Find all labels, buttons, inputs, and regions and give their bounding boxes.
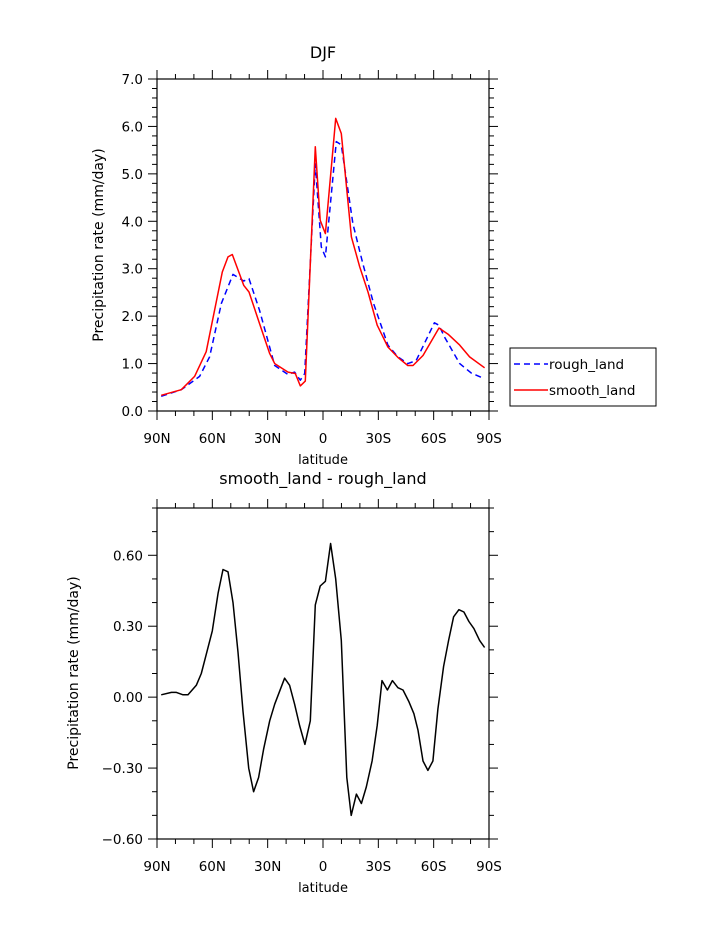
chart2-ytick-label: 0.30 [113,619,143,635]
chart1-ytick-label: 5.0 [122,167,143,183]
chart1-ytick-label: 2.0 [122,309,143,325]
legend-box [509,347,657,407]
chart1-ytick-label: 4.0 [122,214,143,230]
chart1-xtick-label: 60N [199,431,226,447]
chart1-ytick-label: 6.0 [122,119,143,135]
chart1-xtick-label: 90S [476,431,502,447]
chart1-series-smooth-land [160,117,486,397]
chart2-xlabel: latitude [298,881,348,896]
legend-label-rough-land: rough_land [549,357,624,373]
chart1-xtick-label: 90N [143,431,170,447]
chart1-xtick-label: 30N [254,431,281,447]
chart2-frame [156,507,490,840]
chart2-xtick-label: 30N [254,859,281,875]
chart2-xtick-label: 30S [365,859,391,875]
chart2-series-difference [161,542,486,817]
chart1-xtick-label: 0 [319,431,328,447]
chart1-ytick-label: 7.0 [122,72,143,88]
chart2-xtick-label: 60N [199,859,226,875]
chart1-xlabel: latitude [298,453,348,468]
chart2-xtick-label: 0 [319,859,328,875]
legend: rough_land smooth_land [509,347,657,407]
chart2-ytick-label: −0.30 [102,761,143,777]
chart1-ylabel: Precipitation rate (mm/day) [91,148,107,342]
chart1-xtick-label: 60S [421,431,447,447]
chart1-title: DJF [310,43,336,62]
chart2-xtick-label: 90S [476,859,502,875]
chart1-ytick-label: 1.0 [122,357,143,373]
chart2-title: smooth_land - rough_land [219,469,426,489]
chart2-ytick-label: 0.00 [113,690,143,706]
chart2-ytick-label: −0.60 [102,832,143,848]
chart2-ylabel: Precipitation rate (mm/day) [66,576,82,770]
chart1-ytick-label: 0.0 [122,404,143,420]
chart1-ytick-label: 3.0 [122,262,143,278]
chart2-ytick-label: 0.60 [113,548,143,564]
chart2-xtick-label: 60S [421,859,447,875]
chart1-series-rough-land [160,140,485,398]
chart1-xtick-label: 30S [365,431,391,447]
legend-label-smooth-land: smooth_land [549,383,635,399]
chart2-xtick-label: 90N [143,859,170,875]
